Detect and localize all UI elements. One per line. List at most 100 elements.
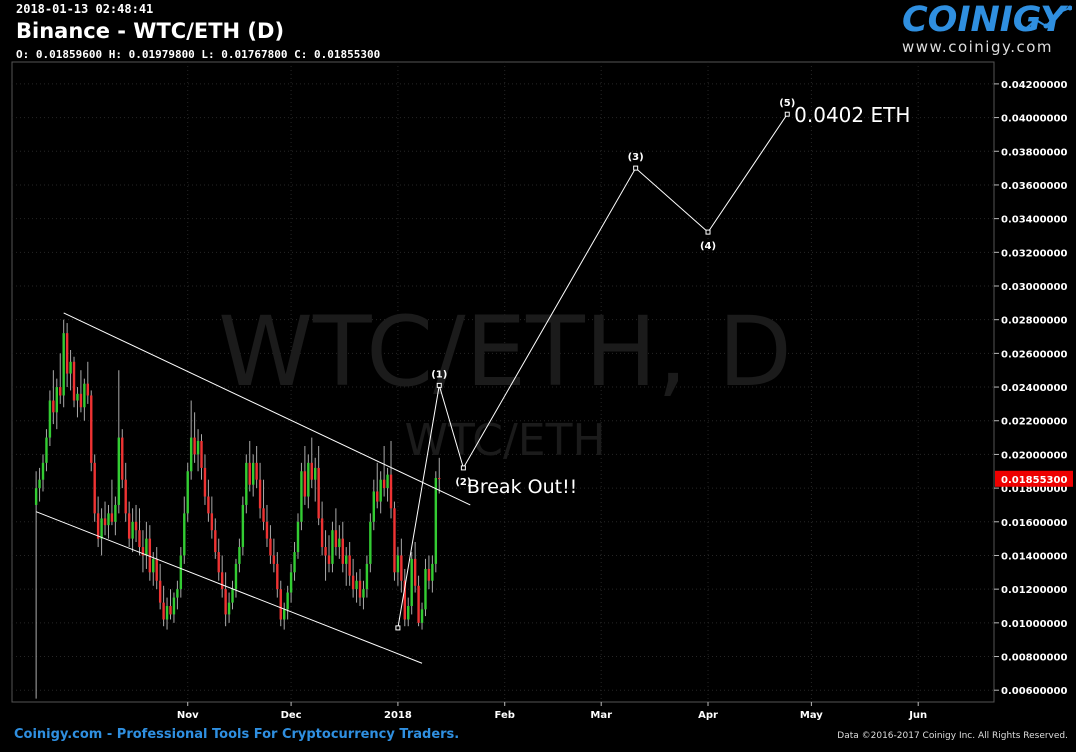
candle-body <box>331 530 334 564</box>
y-tick-label: 0.01600000 <box>1001 518 1067 529</box>
candle-body <box>241 504 245 548</box>
y-tick-label: 0.01400000 <box>1001 551 1067 562</box>
candle <box>186 462 189 522</box>
wave-label: (4) <box>700 241 716 252</box>
candle <box>327 535 331 573</box>
candle-body <box>72 361 76 401</box>
y-tick-label: 0.04000000 <box>1001 114 1067 125</box>
candle <box>276 552 279 598</box>
candle-body <box>86 383 90 396</box>
candle-body <box>69 361 72 374</box>
candle-body <box>83 383 86 408</box>
candle-body <box>296 521 300 553</box>
candle <box>162 585 165 627</box>
candle-body <box>162 602 165 620</box>
x-axis: Nov Dec 2018 Feb Mar Apr May Jun <box>177 702 927 721</box>
candle <box>345 547 348 586</box>
candle <box>200 434 203 480</box>
candle <box>372 479 375 531</box>
y-tick-label: 0.01200000 <box>1001 585 1067 596</box>
candle-body <box>372 491 375 522</box>
candle-body <box>217 552 220 573</box>
candle <box>234 558 238 598</box>
candle-body <box>141 547 145 556</box>
breakout-annotation: Break Out!! <box>467 476 577 498</box>
y-tick-label: 0.03400000 <box>1001 215 1067 226</box>
candle <box>224 572 227 627</box>
target-price-annotation: 0.0402 ETH <box>794 103 910 127</box>
candle-body <box>90 395 93 463</box>
candle-body <box>96 513 100 539</box>
candle <box>389 440 393 519</box>
candle <box>382 446 386 497</box>
candle-body <box>286 592 289 610</box>
candle <box>369 513 372 573</box>
candle-body <box>186 471 189 514</box>
x-tick-label: May <box>800 710 823 721</box>
wave-label: (1) <box>431 369 447 380</box>
candle <box>155 547 158 590</box>
candle-body <box>386 474 389 489</box>
candle-body <box>282 609 286 620</box>
candle-body <box>234 563 238 590</box>
candle-body <box>376 491 379 502</box>
candle-body <box>110 513 114 522</box>
candle-body <box>317 467 320 519</box>
candle <box>245 454 248 514</box>
candle-body <box>155 558 158 581</box>
y-tick-label: 0.03600000 <box>1001 181 1067 192</box>
candle-body <box>55 387 58 413</box>
candle <box>410 552 413 615</box>
candle-body <box>114 504 117 522</box>
candle <box>255 446 258 489</box>
candle <box>158 563 162 610</box>
candle <box>220 555 224 598</box>
y-tick-label: 0.00800000 <box>1001 653 1067 664</box>
candle-body <box>158 580 162 603</box>
y-tick-label: 0.03200000 <box>1001 248 1067 259</box>
candle-body <box>214 530 217 553</box>
chart-title: Binance - WTC/ETH (D) <box>16 19 285 43</box>
candle <box>52 370 55 425</box>
candle <box>427 555 431 590</box>
candle-body <box>117 437 121 505</box>
candle <box>262 479 265 531</box>
candle-body <box>417 585 420 623</box>
candle <box>117 370 121 514</box>
candle-body <box>289 572 293 593</box>
candle-body <box>131 521 134 539</box>
candle <box>269 525 272 564</box>
candle <box>145 521 148 569</box>
candle-body <box>369 521 372 564</box>
candle-body <box>48 400 52 438</box>
candle-body <box>303 471 307 497</box>
candle-body <box>365 563 369 590</box>
candle <box>86 361 90 404</box>
candle-body <box>38 479 41 489</box>
candle <box>386 467 389 502</box>
candle <box>258 462 262 519</box>
candle <box>341 521 344 573</box>
candle <box>65 323 69 388</box>
candle <box>251 454 255 497</box>
candle <box>62 319 65 408</box>
candle <box>424 558 427 617</box>
x-tick-label: Dec <box>281 710 302 721</box>
wave-label: (5) <box>779 98 795 109</box>
y-tick-label: 0.04200000 <box>1001 80 1067 91</box>
x-tick-label: Mar <box>590 710 612 721</box>
candle-body <box>413 558 417 586</box>
candle-body <box>438 478 441 480</box>
candle <box>96 496 100 548</box>
candle <box>282 602 286 630</box>
candle-body <box>134 521 138 531</box>
candle-body <box>307 462 310 497</box>
candle <box>431 555 434 593</box>
candle <box>124 462 127 522</box>
candle-body <box>314 467 317 480</box>
candle <box>303 446 307 505</box>
candle-body <box>238 547 241 564</box>
candle-body <box>334 530 338 548</box>
candle-body <box>379 479 382 502</box>
